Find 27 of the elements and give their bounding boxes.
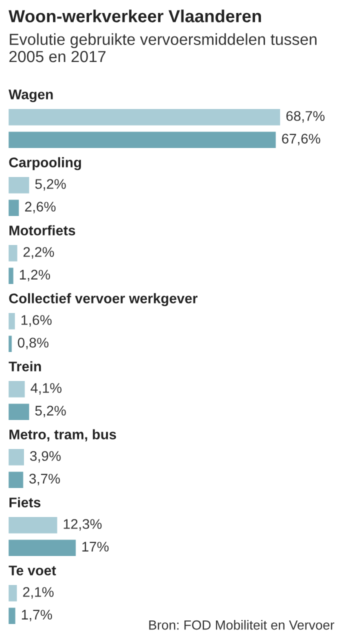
data-label: 4,1% — [30, 383, 62, 395]
data-label: 12,3% — [64, 519, 102, 531]
data-label: 0,8% — [18, 338, 48, 350]
chart-subtitle: Evolutie gebruikte vervoersmiddelen tussen 2005 en 2017 — [9, 33, 316, 62]
data-label: 17% — [82, 542, 109, 552]
data-label: 3,7% — [29, 474, 60, 486]
data-label: 3,9% — [30, 451, 61, 463]
data-label: 67,6% — [282, 134, 320, 146]
data-label: 2,2% — [24, 247, 54, 259]
y-tick-label: Te voet — [8, 566, 56, 576]
data-label: 5,2% — [35, 179, 66, 191]
y-tick-label: Fiets — [10, 497, 40, 508]
y-tick-label: Carpooling — [9, 157, 81, 170]
data-label: 1,2% — [20, 270, 50, 282]
data-label: 68,7% — [286, 111, 325, 123]
data-label: 2,1% — [23, 587, 54, 599]
chart-title: Woon-werkverkeer Vlaanderen — [8, 10, 261, 22]
annotation: Bron: FOD Mobiliteit en Vervoer — [149, 620, 334, 630]
y-tick-label: Wagen — [8, 90, 53, 102]
y-tick-label: Trein — [8, 361, 41, 372]
y-tick-label: Motorfiets — [10, 225, 76, 236]
y-tick-label: Metro, tram, bus — [10, 429, 116, 442]
y-tick-label: Collectief vervoer werkgever — [9, 293, 198, 306]
data-label: 5,2% — [35, 406, 66, 418]
data-label: 2,6% — [25, 202, 56, 214]
data-label: 1,6% — [22, 315, 52, 327]
data-label: 1,7% — [22, 610, 52, 622]
